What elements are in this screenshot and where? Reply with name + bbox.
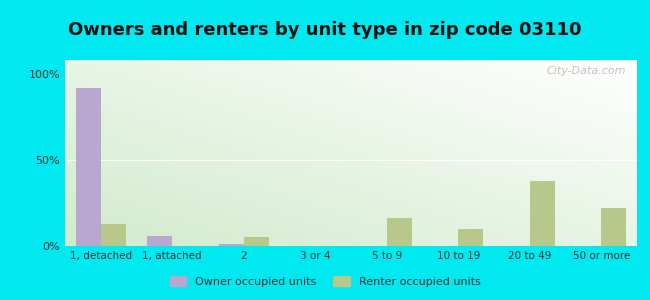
Text: City-Data.com: City-Data.com <box>546 66 625 76</box>
Bar <box>101 224 126 246</box>
Bar <box>244 237 269 246</box>
Bar <box>530 181 554 246</box>
Bar <box>147 236 172 246</box>
Legend: Owner occupied units, Renter occupied units: Owner occupied units, Renter occupied un… <box>165 272 485 291</box>
Bar <box>601 208 626 246</box>
Text: Owners and renters by unit type in zip code 03110: Owners and renters by unit type in zip c… <box>68 21 582 39</box>
Bar <box>218 244 244 246</box>
Bar <box>387 218 412 246</box>
Bar <box>75 88 101 246</box>
Bar <box>458 229 483 246</box>
